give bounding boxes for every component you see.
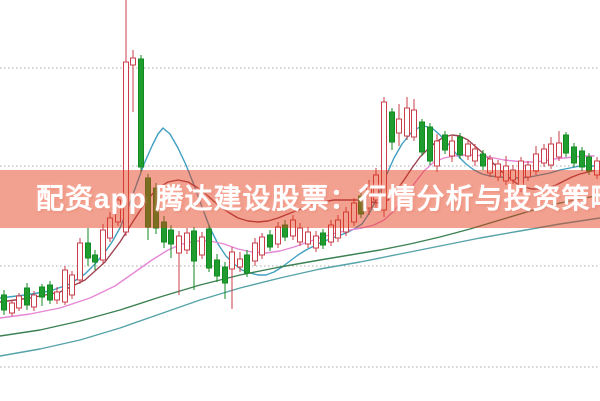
candle-up	[62, 269, 68, 303]
candle-up	[313, 235, 319, 249]
candle-up	[434, 140, 440, 167]
candle-down	[24, 287, 30, 306]
candle-down	[145, 177, 151, 228]
candle-down	[85, 242, 91, 259]
candle-up	[290, 219, 296, 237]
candle-up	[115, 199, 121, 223]
candle-up	[297, 227, 303, 243]
candle-up	[472, 148, 478, 162]
candle-down	[282, 224, 288, 238]
candle-down	[153, 187, 159, 229]
headline-text: 配资app 腾达建设股票：行情分析与投资策略	[36, 183, 600, 214]
candle-up	[366, 185, 372, 209]
candle-up	[9, 302, 15, 314]
candle-down	[214, 259, 220, 277]
candle-up	[541, 148, 547, 164]
headline-banner: 配资app 腾达建设股票：行情分析与投资策略	[0, 170, 600, 228]
candle-up	[176, 235, 182, 254]
candle-up	[487, 158, 493, 174]
candle-up	[31, 294, 37, 308]
candle-down	[442, 134, 448, 151]
candle-up	[465, 143, 471, 157]
candle-up	[69, 274, 75, 296]
candle-down	[222, 266, 228, 284]
candle-up	[373, 174, 379, 201]
candle-up	[525, 164, 531, 178]
candle-up	[533, 153, 539, 172]
candle-up	[510, 169, 516, 181]
candle-up	[305, 231, 311, 245]
candle-down	[457, 136, 463, 156]
candle-up	[449, 140, 455, 157]
candle-down	[563, 134, 569, 154]
candle-up	[556, 142, 562, 158]
candle-up	[503, 165, 509, 182]
candle-up	[404, 107, 410, 137]
candle-down	[320, 232, 326, 246]
ma-teal	[0, 217, 600, 357]
candle-down	[47, 284, 53, 301]
candle-up	[130, 57, 136, 66]
candle-down	[427, 126, 433, 162]
candle-up	[107, 217, 113, 239]
candle-up	[328, 224, 334, 243]
candle-up	[548, 143, 554, 166]
candle-up	[275, 226, 281, 245]
candle-down	[480, 153, 486, 167]
candle-down	[586, 156, 592, 172]
ma-green	[0, 195, 600, 337]
candle-down	[191, 230, 197, 262]
candle-up	[229, 251, 235, 270]
candles	[1, 0, 600, 316]
candle-down	[138, 58, 144, 168]
candle-down	[579, 150, 585, 168]
candle-down	[419, 121, 425, 153]
candle-up	[259, 236, 265, 256]
candle-up	[411, 109, 417, 138]
candle-up	[252, 242, 258, 262]
candle-down	[206, 228, 212, 269]
candle-up	[237, 258, 243, 268]
candle-up	[54, 291, 60, 301]
candle-down	[1, 294, 7, 311]
candle-down	[92, 254, 98, 263]
candle-up	[199, 236, 205, 256]
candle-down	[161, 221, 167, 243]
candle-up	[77, 242, 83, 281]
candle-up	[184, 232, 190, 251]
candle-up	[518, 160, 524, 189]
candle-up	[123, 61, 129, 233]
candle-up	[335, 219, 341, 239]
candle-up	[16, 295, 22, 309]
candle-up	[495, 163, 501, 178]
candle-up	[343, 211, 349, 233]
candle-up	[351, 202, 357, 223]
candle-down	[39, 286, 45, 298]
candle-down	[389, 111, 395, 143]
candle-up	[100, 229, 106, 261]
candle-down	[244, 254, 250, 274]
candle-down	[571, 146, 577, 164]
candle-up	[396, 118, 402, 134]
candle-down	[358, 195, 364, 215]
candle-down	[267, 234, 273, 248]
candle-up	[381, 101, 387, 211]
candle-down	[168, 229, 174, 245]
